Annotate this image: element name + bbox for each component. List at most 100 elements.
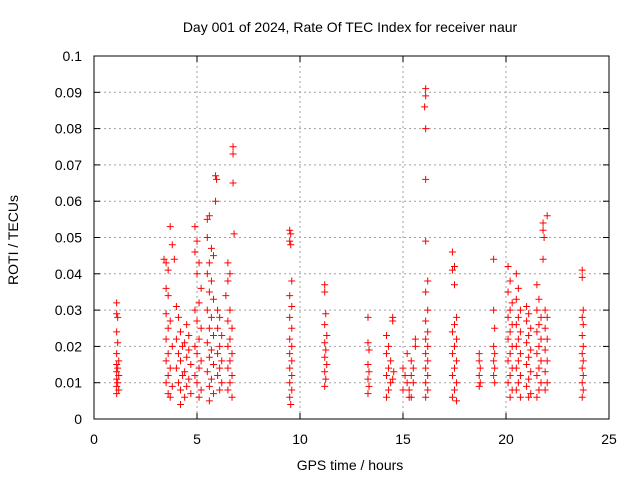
data-point — [216, 342, 224, 350]
data-point — [115, 357, 123, 365]
data-point — [422, 288, 430, 296]
data-point — [205, 259, 213, 267]
data-point — [424, 277, 432, 285]
data-point — [115, 371, 123, 379]
y-tick-label: 0.04 — [55, 266, 82, 282]
data-point — [207, 346, 215, 354]
data-point — [506, 393, 514, 401]
data-points — [113, 85, 587, 408]
data-point — [506, 371, 514, 379]
data-point — [286, 364, 294, 372]
data-point — [525, 332, 533, 340]
data-point — [383, 332, 391, 340]
data-point — [203, 234, 211, 241]
data-point — [203, 368, 211, 376]
data-point — [516, 328, 524, 336]
data-point — [512, 386, 520, 394]
data-point — [213, 175, 221, 183]
data-point — [229, 179, 237, 187]
data-point — [578, 273, 586, 281]
data-point — [162, 357, 170, 365]
data-point — [491, 379, 499, 387]
data-point — [422, 335, 430, 343]
data-point — [579, 342, 587, 350]
data-point — [113, 299, 121, 307]
data-point — [224, 364, 232, 372]
data-point — [385, 386, 393, 394]
data-point — [424, 342, 432, 350]
data-point — [187, 390, 195, 398]
data-point — [323, 361, 331, 369]
data-point — [113, 382, 121, 390]
data-point — [209, 252, 217, 260]
data-point — [287, 241, 295, 249]
data-point — [533, 328, 541, 336]
data-point — [195, 259, 203, 267]
data-point — [226, 357, 234, 365]
data-point — [224, 259, 232, 267]
y-tick-label: 0.02 — [55, 338, 82, 354]
data-point — [113, 328, 121, 336]
data-point — [516, 306, 524, 314]
data-point — [286, 237, 294, 245]
data-point — [322, 346, 330, 354]
data-point — [525, 310, 533, 318]
data-point — [578, 364, 586, 372]
data-point — [383, 350, 391, 358]
data-point — [453, 313, 461, 321]
data-point — [422, 317, 430, 325]
data-point — [172, 335, 180, 343]
data-point — [407, 371, 415, 379]
data-point — [512, 342, 520, 350]
data-point — [321, 382, 329, 390]
data-point — [490, 342, 498, 350]
data-point — [162, 379, 170, 387]
data-point — [387, 379, 395, 387]
data-point — [451, 263, 458, 271]
x-axis-label: GPS time / hours — [297, 457, 404, 473]
data-point — [421, 103, 429, 111]
data-point — [516, 371, 524, 379]
data-point — [113, 390, 121, 398]
data-point — [288, 277, 296, 285]
data-point — [218, 332, 226, 340]
data-point — [504, 288, 512, 296]
data-point — [205, 288, 213, 296]
data-point — [321, 288, 329, 296]
data-point — [113, 310, 121, 318]
data-point — [451, 364, 458, 372]
y-tick-label: 0.08 — [55, 121, 82, 137]
data-point — [286, 226, 294, 234]
data-point — [453, 379, 461, 387]
data-point — [543, 313, 551, 321]
data-point — [475, 350, 483, 358]
data-point — [365, 368, 373, 376]
data-point — [164, 390, 172, 398]
data-point — [183, 353, 191, 361]
data-point — [321, 321, 329, 329]
data-point — [195, 335, 203, 343]
data-point — [535, 386, 543, 394]
data-point — [214, 350, 222, 358]
data-point — [490, 255, 498, 263]
data-point — [226, 379, 234, 387]
data-point — [422, 393, 430, 401]
data-point — [286, 379, 294, 387]
data-point — [578, 266, 586, 274]
data-point — [540, 234, 548, 241]
chart-title: Day 001 of 2024, Rate Of TEC Index for r… — [183, 19, 518, 35]
data-point — [409, 364, 417, 372]
data-point — [164, 266, 172, 274]
data-point — [187, 361, 195, 369]
data-point — [578, 393, 586, 401]
data-point — [453, 335, 461, 343]
data-point — [209, 332, 217, 340]
data-point — [193, 350, 201, 358]
data-point — [207, 375, 215, 383]
data-point — [322, 375, 330, 383]
data-point — [195, 299, 203, 307]
data-point — [288, 324, 296, 332]
x-tick-label: 5 — [193, 431, 201, 447]
data-point — [541, 368, 549, 376]
